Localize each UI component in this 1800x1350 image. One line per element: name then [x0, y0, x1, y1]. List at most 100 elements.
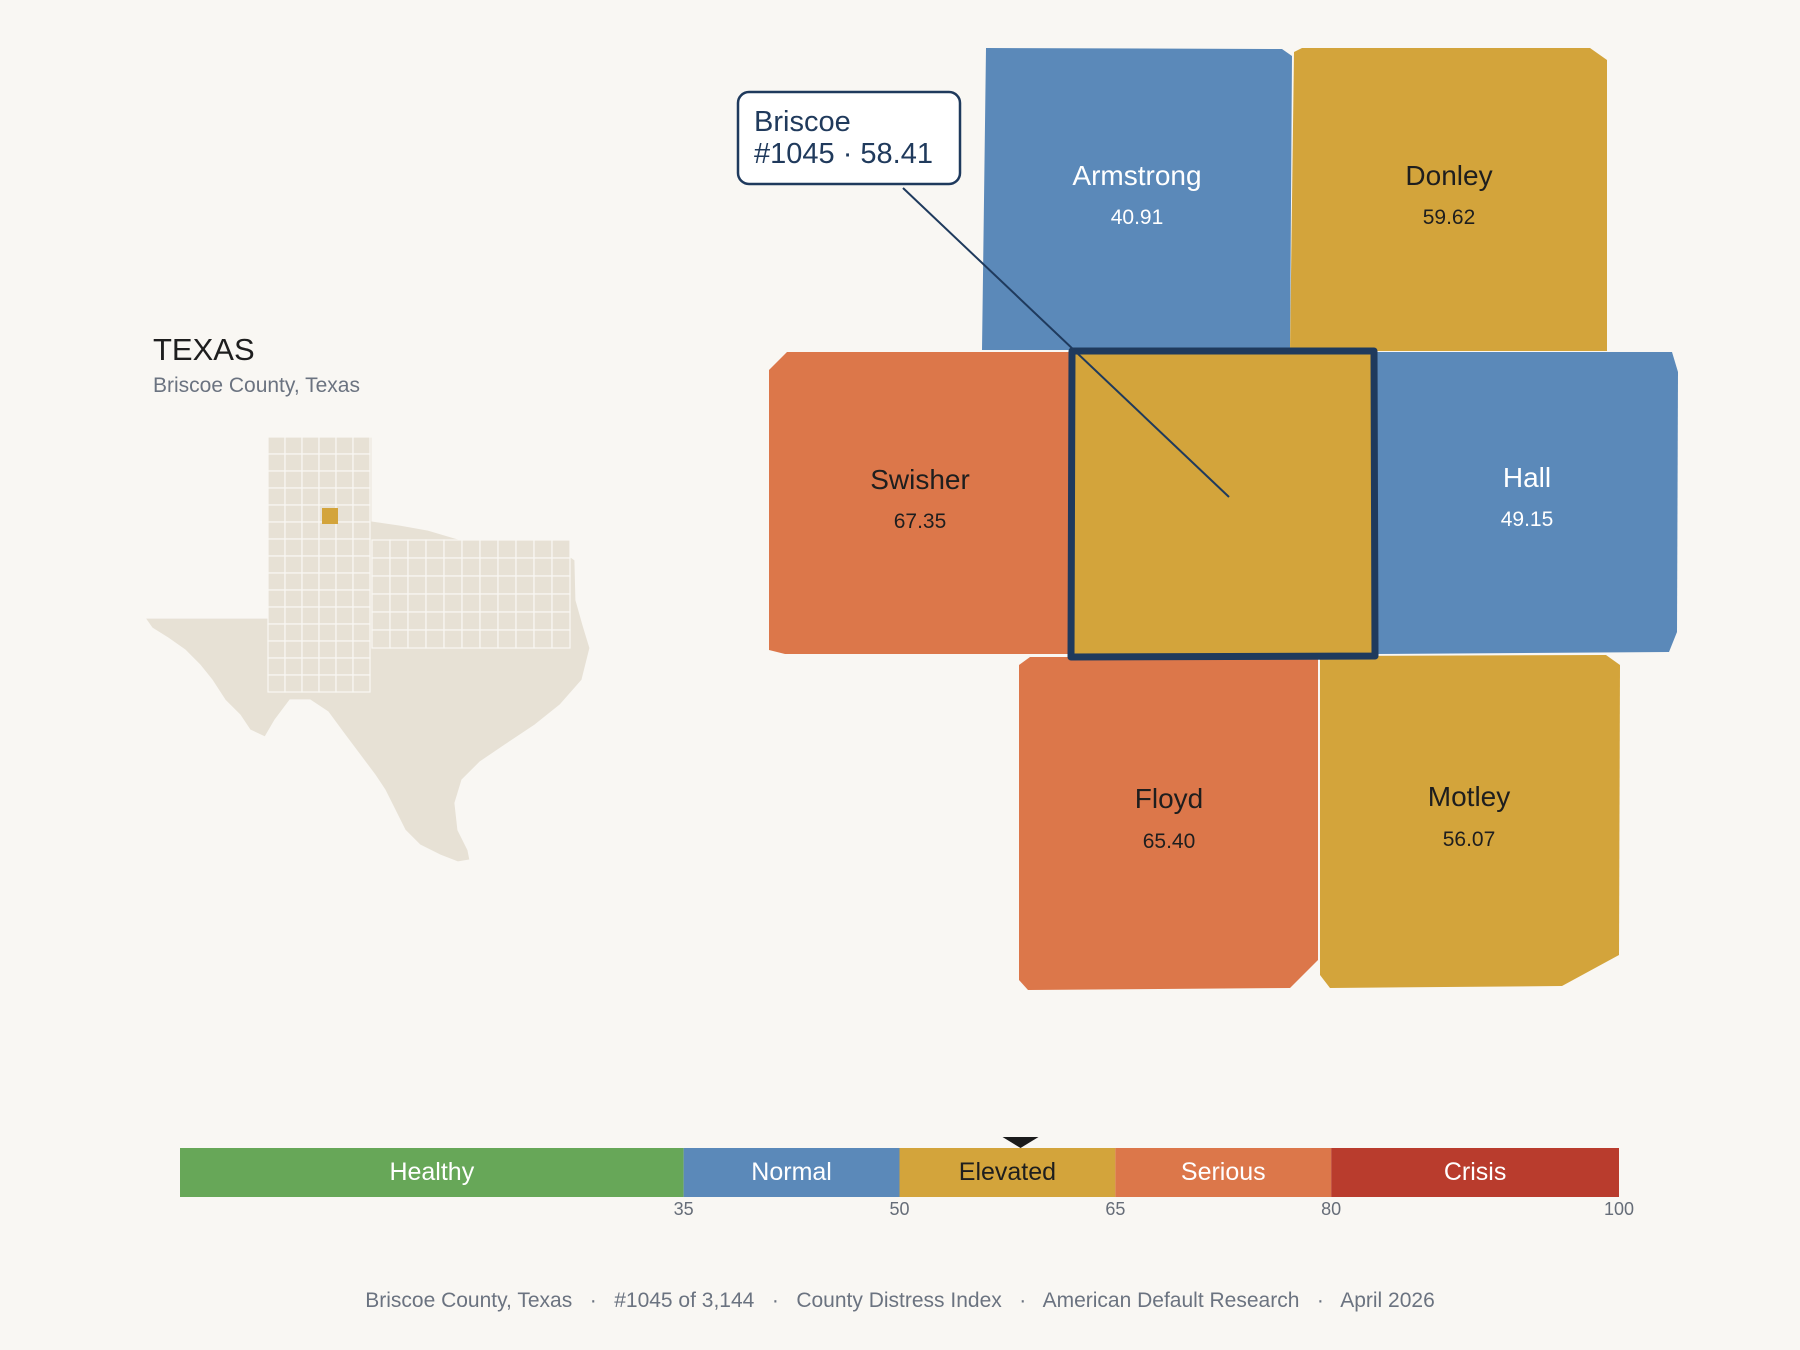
inset-county-cell: [551, 593, 571, 613]
inset-county-cell: [318, 521, 337, 540]
inset-county-cell: [389, 611, 409, 631]
inset-county-cell: [335, 453, 354, 472]
inset-county-cell: [267, 470, 286, 489]
inset-county-cell: [551, 611, 571, 631]
inset-county-cell: [352, 453, 371, 472]
inset-county-cell: [284, 487, 303, 506]
legend-value-marker: [1002, 1137, 1039, 1148]
inset-county-cell: [551, 539, 571, 559]
inset-county-cell: [301, 606, 320, 625]
focus-callout: Briscoe #1045 · 58.41: [736, 90, 1230, 498]
inset-county-cell: [284, 589, 303, 608]
inset-county-cell: [284, 555, 303, 574]
inset-county-cell: [443, 539, 463, 559]
county-briscoe-highlighted[interactable]: [1067, 347, 1379, 661]
inset-county-cell: [335, 572, 354, 591]
inset-county-cell: [318, 453, 337, 472]
inset-county-cell: [284, 640, 303, 659]
inset-county-cell: [301, 453, 320, 472]
county-swisher-label: Swisher: [870, 464, 970, 495]
inset-county-cell: [284, 453, 303, 472]
legend-tick-label: 50: [889, 1199, 909, 1219]
inset-county-cell: [267, 436, 286, 455]
inset-county-cell: [352, 640, 371, 659]
legend-tick-label: 65: [1105, 1199, 1125, 1219]
inset-county-cell: [407, 539, 427, 559]
inset-county-cell: [443, 575, 463, 595]
inset-county-cell: [371, 539, 391, 559]
county-floyd[interactable]: [1019, 657, 1318, 990]
inset-county-cell: [461, 557, 481, 577]
inset-county-cell: [352, 470, 371, 489]
callout-leader-line: [902, 187, 1230, 498]
legend-tick-label: 35: [674, 1199, 694, 1219]
county-floyd-value: 65.40: [1143, 830, 1196, 853]
inset-county-cell: [371, 629, 391, 649]
inset-county-cell: [301, 674, 320, 693]
inset-county-cell: [318, 555, 337, 574]
inset-county-cell: [461, 629, 481, 649]
inset-county-cell: [267, 453, 286, 472]
inset-county-cell: [301, 589, 320, 608]
inset-county-cell: [352, 538, 371, 557]
inset-county-cell: [318, 674, 337, 693]
legend-band-label: Serious: [1181, 1158, 1266, 1186]
inset-county-cell: [461, 593, 481, 613]
inset-county-cell: [515, 557, 535, 577]
distress-scale-legend: Healthy Normal Elevated Serious Crisis 35 50 65…: [180, 1137, 1634, 1219]
callout-rank-value: #1045 · 58.41: [754, 138, 933, 170]
county-armstrong[interactable]: [982, 48, 1292, 350]
inset-county-cell: [425, 575, 445, 595]
inset-county-cell: [335, 657, 354, 676]
legend-band-label: Normal: [751, 1158, 832, 1186]
inset-county-cell: [318, 470, 337, 489]
inset-county-cell: [497, 557, 517, 577]
inset-county-cell: [443, 557, 463, 577]
inset-county-cell: [497, 575, 517, 595]
county-motley[interactable]: [1320, 655, 1620, 988]
inset-county-cell: [335, 538, 354, 557]
inset-county-cell: [335, 606, 354, 625]
inset-county-cell: [515, 539, 535, 559]
inset-county-cell: [515, 593, 535, 613]
inset-county-cell: [284, 674, 303, 693]
inset-county-cell: [389, 539, 409, 559]
legend-band-normal: [683, 1148, 900, 1197]
inset-county-cell: [335, 589, 354, 608]
callout-box: [736, 90, 962, 186]
inset-county-cell: [425, 539, 445, 559]
inset-county-cell: [267, 623, 286, 642]
legend-band-healthy: [180, 1148, 684, 1197]
inset-county-cell: [301, 487, 320, 506]
inset-county-cell: [335, 640, 354, 659]
legend-band-label: Crisis: [1444, 1158, 1507, 1186]
inset-county-cell: [301, 640, 320, 659]
inset-county-cell: [533, 611, 553, 631]
county-swisher[interactable]: [769, 352, 1072, 654]
inset-county-cell: [497, 611, 517, 631]
inset-county-cell: [533, 557, 553, 577]
inset-county-cell: [301, 538, 320, 557]
inset-county-cell: [335, 521, 354, 540]
inset-county-cell: [284, 521, 303, 540]
inset-county-cell: [461, 611, 481, 631]
inset-county-cell: [318, 487, 337, 506]
inset-county-cell: [318, 623, 337, 642]
county-hall[interactable]: [1376, 352, 1678, 654]
inset-county-cell: [479, 611, 499, 631]
inset-county-cell: [407, 575, 427, 595]
inset-county-cell: [301, 623, 320, 642]
inset-county-cell: [389, 593, 409, 613]
county-donley[interactable]: [1290, 48, 1607, 351]
inset-county-cell: [551, 629, 571, 649]
inset-county-cell: [301, 555, 320, 574]
inset-locator: TEXAS Briscoe County, Texas: [143, 332, 591, 863]
inset-county-cell: [407, 629, 427, 649]
inset-county-cell: [425, 629, 445, 649]
county-map: Armstrong 40.91 Donley 59.62 Swisher 67.…: [769, 48, 1678, 990]
inset-county-cell: [461, 575, 481, 595]
inset-county-cell: [284, 504, 303, 523]
inset-county-cell: [407, 593, 427, 613]
inset-county-cell: [515, 575, 535, 595]
inset-subtitle: Briscoe County, Texas: [153, 374, 360, 397]
